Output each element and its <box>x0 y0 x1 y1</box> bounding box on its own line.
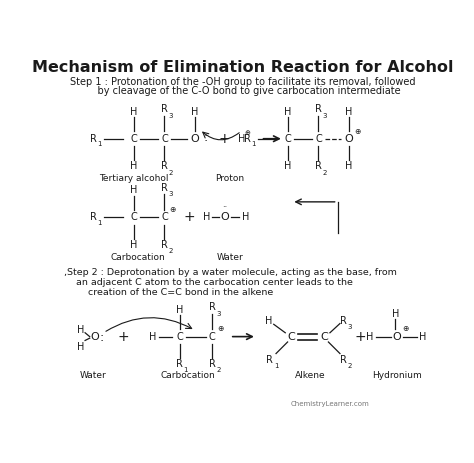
Text: O: O <box>345 134 354 144</box>
Text: 3: 3 <box>168 191 173 197</box>
Text: C: C <box>315 134 322 144</box>
Text: 2: 2 <box>168 169 173 175</box>
Text: H: H <box>130 162 137 171</box>
Text: R: R <box>161 183 168 193</box>
Text: H: H <box>77 325 84 336</box>
Text: R: R <box>340 316 347 326</box>
Text: 1: 1 <box>98 141 102 147</box>
Text: Mechanism of Elimination Reaction for Alcohol: Mechanism of Elimination Reaction for Al… <box>32 60 454 75</box>
Text: Carbocation: Carbocation <box>110 253 165 262</box>
Text: ⊕: ⊕ <box>245 130 250 136</box>
Text: H: H <box>191 107 199 117</box>
Text: ChemistryLearner.com: ChemistryLearner.com <box>291 401 369 407</box>
Text: H: H <box>149 332 156 342</box>
Text: Alkene: Alkene <box>295 370 326 380</box>
Text: H: H <box>130 185 137 195</box>
Text: H: H <box>366 332 374 342</box>
Text: 1: 1 <box>274 363 278 369</box>
Text: H: H <box>176 305 183 315</box>
Text: ⊕: ⊕ <box>355 127 361 136</box>
Text: C: C <box>176 332 183 342</box>
Text: C: C <box>209 332 216 342</box>
Text: H: H <box>392 308 399 319</box>
Text: 3: 3 <box>216 311 220 317</box>
Text: R: R <box>266 355 273 365</box>
Text: O: O <box>90 332 99 342</box>
Text: 3: 3 <box>348 325 352 331</box>
Text: +: + <box>183 210 195 224</box>
Text: H: H <box>284 162 291 171</box>
Text: R: R <box>315 162 322 171</box>
Text: 2: 2 <box>168 248 173 254</box>
Text: O: O <box>191 134 200 144</box>
Text: by cleavage of the C-O bond to give carbocation intermediate: by cleavage of the C-O bond to give carb… <box>85 86 401 96</box>
Text: +: + <box>355 330 366 344</box>
Text: :: : <box>100 331 104 344</box>
Text: ⊕: ⊕ <box>169 205 175 214</box>
Text: Step 1 : Protonation of the -OH group to facilitate its removal, followed: Step 1 : Protonation of the -OH group to… <box>70 77 416 87</box>
Text: H: H <box>284 107 291 117</box>
Text: H: H <box>77 342 84 351</box>
Text: ⊕: ⊕ <box>218 324 224 332</box>
Text: 1: 1 <box>251 141 256 147</box>
Text: ··: ·· <box>223 204 228 213</box>
Text: R: R <box>176 359 183 369</box>
Text: an adjacent C atom to the carbocation center leads to the: an adjacent C atom to the carbocation ce… <box>76 278 353 287</box>
Text: H: H <box>346 162 353 171</box>
Text: +: + <box>118 330 129 344</box>
Text: C: C <box>130 212 137 222</box>
Text: R: R <box>161 105 168 114</box>
Text: 2: 2 <box>348 363 352 369</box>
Text: creation of the C=C bond in the alkene: creation of the C=C bond in the alkene <box>88 288 273 297</box>
Text: Water: Water <box>80 370 106 380</box>
Text: 1: 1 <box>98 219 102 225</box>
Text: Proton: Proton <box>215 174 245 183</box>
Text: R: R <box>244 134 251 144</box>
Text: R: R <box>340 355 347 365</box>
Text: ,Step 2 : Deprotonation by a water molecule, acting as the base, from: ,Step 2 : Deprotonation by a water molec… <box>64 268 396 277</box>
Text: 1: 1 <box>184 368 188 374</box>
Text: R: R <box>161 162 168 171</box>
Text: C: C <box>161 212 168 222</box>
Text: O: O <box>221 212 229 222</box>
Text: 2: 2 <box>322 169 327 175</box>
Text: C: C <box>130 134 137 144</box>
Text: Hydronium: Hydronium <box>372 370 422 380</box>
Text: O: O <box>392 332 401 342</box>
Text: 2: 2 <box>216 368 220 374</box>
Text: Water: Water <box>217 253 243 262</box>
Text: H: H <box>264 316 272 326</box>
Text: C: C <box>161 134 168 144</box>
Text: Tertiary alcohol: Tertiary alcohol <box>99 174 168 183</box>
Text: H: H <box>130 240 137 250</box>
Text: H: H <box>242 212 249 222</box>
Text: :: : <box>203 131 207 144</box>
Text: R: R <box>161 240 168 250</box>
Text: R: R <box>209 302 216 313</box>
Text: R: R <box>90 212 97 222</box>
Text: 3: 3 <box>168 113 173 119</box>
Text: H: H <box>419 332 427 342</box>
Text: R: R <box>315 105 322 114</box>
Text: H: H <box>237 134 245 144</box>
Text: H: H <box>346 107 353 117</box>
Text: C: C <box>284 134 291 144</box>
Text: +: + <box>219 131 230 146</box>
Text: R: R <box>90 134 97 144</box>
Text: 3: 3 <box>322 113 327 119</box>
Text: H: H <box>130 107 137 117</box>
Text: Carbocation: Carbocation <box>160 370 215 380</box>
Text: H: H <box>203 212 210 222</box>
Text: R: R <box>209 359 216 369</box>
Text: C: C <box>288 332 295 342</box>
Text: C: C <box>320 332 328 342</box>
Text: ⊕: ⊕ <box>402 325 409 333</box>
